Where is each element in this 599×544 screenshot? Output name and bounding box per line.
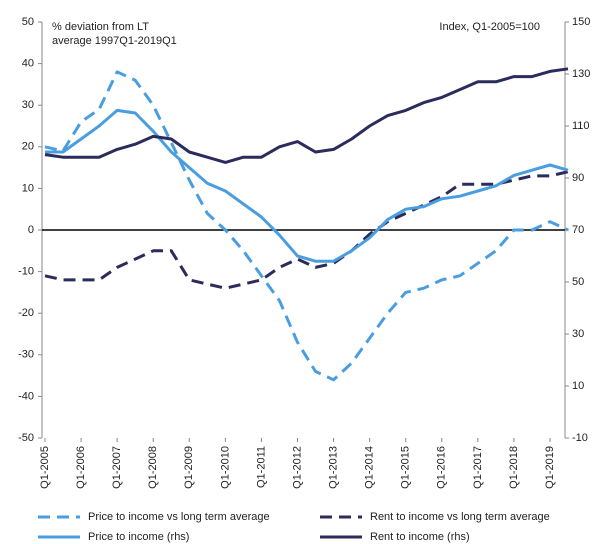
x-tick-label: Q1-2018 [508,446,520,489]
legend-label: Rent to income (rhs) [370,531,470,543]
x-tick-label: Q1-2019 [544,446,556,489]
y2-tick-label: -10 [572,432,588,444]
y-tick-label: 30 [22,99,34,111]
x-tick-label: Q1-2013 [327,446,339,489]
x-tick-label: Q1-2012 [291,446,303,489]
y2-tick-label: 130 [572,68,590,80]
series-line [44,70,569,382]
y-axis-label: % deviation from LT [52,21,149,33]
x-tick-label: Q1-2006 [75,446,87,489]
x-tick-label: Q1-2005 [39,446,51,489]
y-tick-label: -20 [18,307,34,319]
x-tick-label: Q1-2009 [183,446,195,489]
series-line [44,67,569,164]
y-tick-label: 50 [22,16,34,28]
legend-label: Price to income vs long term average [88,511,270,523]
y2-tick-label: 150 [572,16,590,28]
y-tick-label: 10 [22,182,34,194]
y-tick-label: 20 [22,141,34,153]
x-tick-label: Q1-2016 [436,446,448,489]
y2-tick-label: 70 [572,224,584,236]
y2-tick-label: 10 [572,380,584,392]
y2-tick-label: 30 [572,328,584,340]
x-tick-label: Q1-2017 [472,446,484,489]
y-tick-label: -10 [18,266,34,278]
legend-label: Rent to income vs long term average [370,511,550,523]
y2-tick-label: 50 [572,276,584,288]
x-tick-label: Q1-2014 [364,446,376,489]
y-axis-label: average 1997Q1-2019Q1 [52,35,177,47]
x-tick-label: Q1-2015 [400,446,412,489]
y-tick-label: -30 [18,349,34,361]
series-line [44,170,569,290]
y-tick-label: -40 [18,390,34,402]
y-tick-label: 0 [28,224,34,236]
y-tick-label: -50 [18,432,34,444]
x-tick-label: Q1-2007 [111,446,123,489]
y2-tick-label: 110 [572,120,590,132]
x-tick-label: Q1-2011 [255,446,267,488]
legend-label: Price to income (rhs) [88,531,189,543]
x-tick-label: Q1-2010 [219,446,231,489]
x-tick-label: Q1-2008 [147,446,159,489]
y2-axis-label: Index, Q1-2005=100 [439,21,540,33]
y2-tick-label: 90 [572,172,584,184]
series-line [45,108,569,263]
y-tick-label: 40 [22,58,34,70]
